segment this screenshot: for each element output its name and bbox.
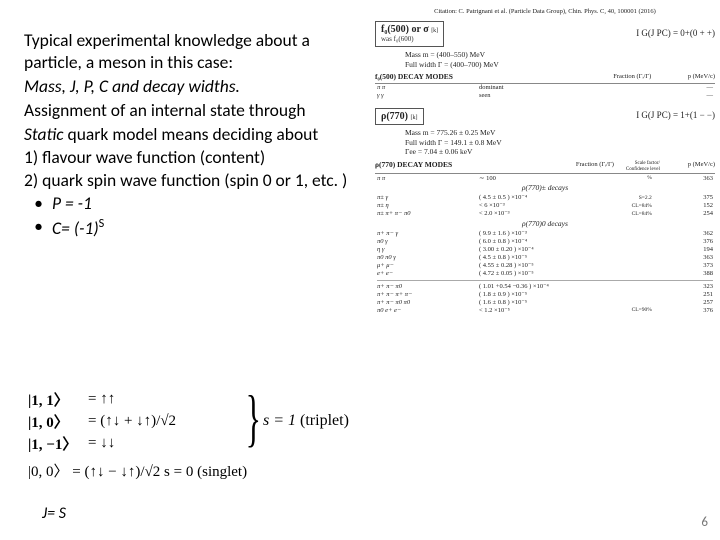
rho-decay-title-prefix: ρ(770) xyxy=(375,160,395,169)
p-label-2: p (MeV/c) xyxy=(660,161,715,172)
table-row: π± η< 6 ×10⁻³CL=84%152 xyxy=(375,202,715,210)
f0-header: f₀(500) or σ [k] was f₀(600) I G(J PC) =… xyxy=(375,21,715,47)
f0-decay-title-prefix: f₀(500) xyxy=(375,72,396,81)
rho-pm-table: π± γ( 4.5 ± 0.5 ) ×10⁻⁴S=2.2375π± η< 6 ×… xyxy=(375,194,715,218)
static-word: Static xyxy=(24,123,64,145)
rho-quantum-numbers: I G(J PC) = 1+(1 − −) xyxy=(636,111,715,121)
pdg-panel: Citation: C. Patrignani et al. (Particle… xyxy=(375,8,715,315)
page-number: 6 xyxy=(701,515,708,530)
rhs-1-1: = ↑↑ xyxy=(88,391,115,408)
spin-states-figure: |1, 1〉 = ↑↑ |1, 0〉 = (↑↓ + ↓↑)/√2 |1, −1… xyxy=(28,388,388,481)
cl-label: Confidence level xyxy=(626,167,660,172)
curly-brace-icon: } xyxy=(246,386,261,450)
list-item-spin: 2) quark spin wave function (spin 0 or 1… xyxy=(24,170,364,192)
table-row: π+ π− π0( 1.01 +0.54 −0.36 ) ×10⁻⁴323 xyxy=(375,282,715,290)
table-row: π0 π0 γ( 4.5 ± 0.8 ) ×10⁻⁵363 xyxy=(375,254,715,262)
rho-name: ρ(770) xyxy=(381,111,408,122)
ket-1-1: |1, 1〉 xyxy=(28,389,88,410)
rho-header: ρ(770) [k] I G(J PC) = 1+(1 − −) xyxy=(375,108,715,125)
table-row: π+ π− γ( 9.9 ± 1.6 ) ×10⁻³362 xyxy=(375,229,715,237)
spin-row-1: |1, 1〉 = ↑↑ xyxy=(28,388,388,410)
rho-dominant-table: π π∼ 100%363 xyxy=(375,174,715,182)
table-row: π+ π− π0 π0( 1.6 ± 0.8 ) ×10⁻⁵257 xyxy=(375,298,715,306)
table-row: μ+ μ−( 4.55 ± 0.28 ) ×10⁻⁵373 xyxy=(375,262,715,270)
li1-num: 1) xyxy=(24,146,38,168)
triplet-word: (triplet) xyxy=(300,412,349,429)
triplet-label: s = 1 (triplet) xyxy=(263,412,349,430)
c-formula: C= (-1) xyxy=(52,217,99,239)
table-row: π± π+ π− π0< 2.0 ×10⁻³CL=84%254 xyxy=(375,210,715,218)
intro-line-1: Typical experimental knowledge about a p… xyxy=(24,30,364,74)
rho-properties: Mass m = 775.26 ± 0.25 MeV Full width Γ … xyxy=(405,128,715,157)
rho-mass: Mass m = 775.26 ± 0.25 MeV xyxy=(405,128,715,138)
rho-gee: Γee = 7.04 ± 0.06 keV xyxy=(405,147,715,157)
table-row: π± γ( 4.5 ± 0.5 ) ×10⁻⁴S=2.2375 xyxy=(375,194,715,202)
rho-width: Full width Γ = 149.1 ± 0.8 MeV xyxy=(405,138,715,148)
table-row: π+ π− π+ π−( 1.8 ± 0.9 ) ×10⁻⁵251 xyxy=(375,290,715,298)
intro-properties: Mass, J, P, C and decay widths. xyxy=(24,76,364,98)
decay-modes-label: DECAY MODES xyxy=(396,72,453,81)
table-row: π π∼ 100%363 xyxy=(375,174,715,182)
fraction-label-2: Fraction (Γᵢ/Γ) xyxy=(485,161,614,172)
rho-decay-header: ρ(770) DECAY MODES Fraction (Γᵢ/Γ) Scale… xyxy=(375,160,715,174)
left-text-block: Typical experimental knowledge about a p… xyxy=(24,30,364,241)
table-row: e+ e−( 4.72 ± 0.05 ) ×10⁻⁵388 xyxy=(375,270,715,278)
intro-static-model: Static quark model means deciding about xyxy=(24,124,364,146)
spin-row-3: |1, −1〉 = ↓↓ xyxy=(28,432,388,454)
table-row: γ γseen— xyxy=(375,92,715,100)
li2-num: 2) xyxy=(24,169,38,191)
pdg-citation: Citation: C. Patrignani et al. (Particle… xyxy=(375,8,715,15)
s-equals-1: s = 1 xyxy=(263,412,296,429)
rho-note: [k] xyxy=(411,115,418,121)
f0-width: Full width Γ = (400–700) MeV xyxy=(405,60,715,70)
decay-modes-label-2: DECAY MODES xyxy=(395,160,452,169)
ket-1-m1: |1, −1〉 xyxy=(28,433,88,454)
bullet-parity: P = -1 xyxy=(24,193,364,215)
rhs-1-0: = (↑↓ + ↓↑)/√2 xyxy=(88,413,176,430)
j-equals-s: J= S xyxy=(42,504,66,523)
f0-decay-table: π πdominant—γ γseen— xyxy=(375,84,715,100)
c-superscript: S xyxy=(99,216,105,231)
intro-assignment: Assignment of an internal state through xyxy=(24,100,364,122)
bullet-cparity: C= (-1)S xyxy=(24,216,364,240)
f0-name: f₀(500) or σ xyxy=(381,24,429,35)
f0-title-box: f₀(500) or σ [k] was f₀(600) xyxy=(375,21,444,47)
f0-mass: Mass m = (400–550) MeV xyxy=(405,50,715,60)
li1-text: flavour wave function (content) xyxy=(42,146,265,168)
rho-0-subtitle: ρ(770)0 decays xyxy=(375,220,715,228)
f0-properties: Mass m = (400–550) MeV Full width Γ = (4… xyxy=(405,50,715,70)
table-row: η γ( 3.00 ± 0.20 ) ×10⁻⁴194 xyxy=(375,245,715,253)
li2-text: quark spin wave function (spin 0 or 1, e… xyxy=(42,169,347,191)
f0-quantum-numbers: I G(J PC) = 0+(0 + +) xyxy=(636,29,715,39)
rho-pm-subtitle: ρ(770)± decays xyxy=(375,184,715,192)
rho-0-table: π+ π− γ( 9.9 ± 1.6 ) ×10⁻³362π0 γ( 6.0 ±… xyxy=(375,229,715,314)
ket-1-0: |1, 0〉 xyxy=(28,411,88,432)
f0-decay-header: f₀(500) DECAY MODES Fraction (Γᵢ/Γ) p (M… xyxy=(375,72,715,83)
singlet-row: |0, 0〉 = (↑↓ − ↓↑)/√2 s = 0 (singlet) xyxy=(28,460,388,481)
table-row: π0 γ( 6.0 ± 0.8 ) ×10⁻⁴376 xyxy=(375,237,715,245)
numbered-list: 1) flavour wave function (content) 2) qu… xyxy=(24,147,364,192)
table-row: π0 e+ e−< 1.2 ×10⁻⁵CL=90%376 xyxy=(375,306,715,314)
static-rest: quark model means deciding about xyxy=(64,123,319,145)
fraction-label: Fraction (Γᵢ/Γ) xyxy=(503,73,652,81)
table-row: π πdominant— xyxy=(375,84,715,92)
f0-was: was f₀(600) xyxy=(381,36,438,44)
pc-bullets: P = -1 C= (-1)S xyxy=(24,193,364,240)
rhs-1-m1: = ↓↓ xyxy=(88,435,115,452)
p-label: p (MeV/c) xyxy=(651,73,715,81)
list-item-flavour: 1) flavour wave function (content) xyxy=(24,147,364,169)
f0-note: [k] xyxy=(431,28,438,34)
